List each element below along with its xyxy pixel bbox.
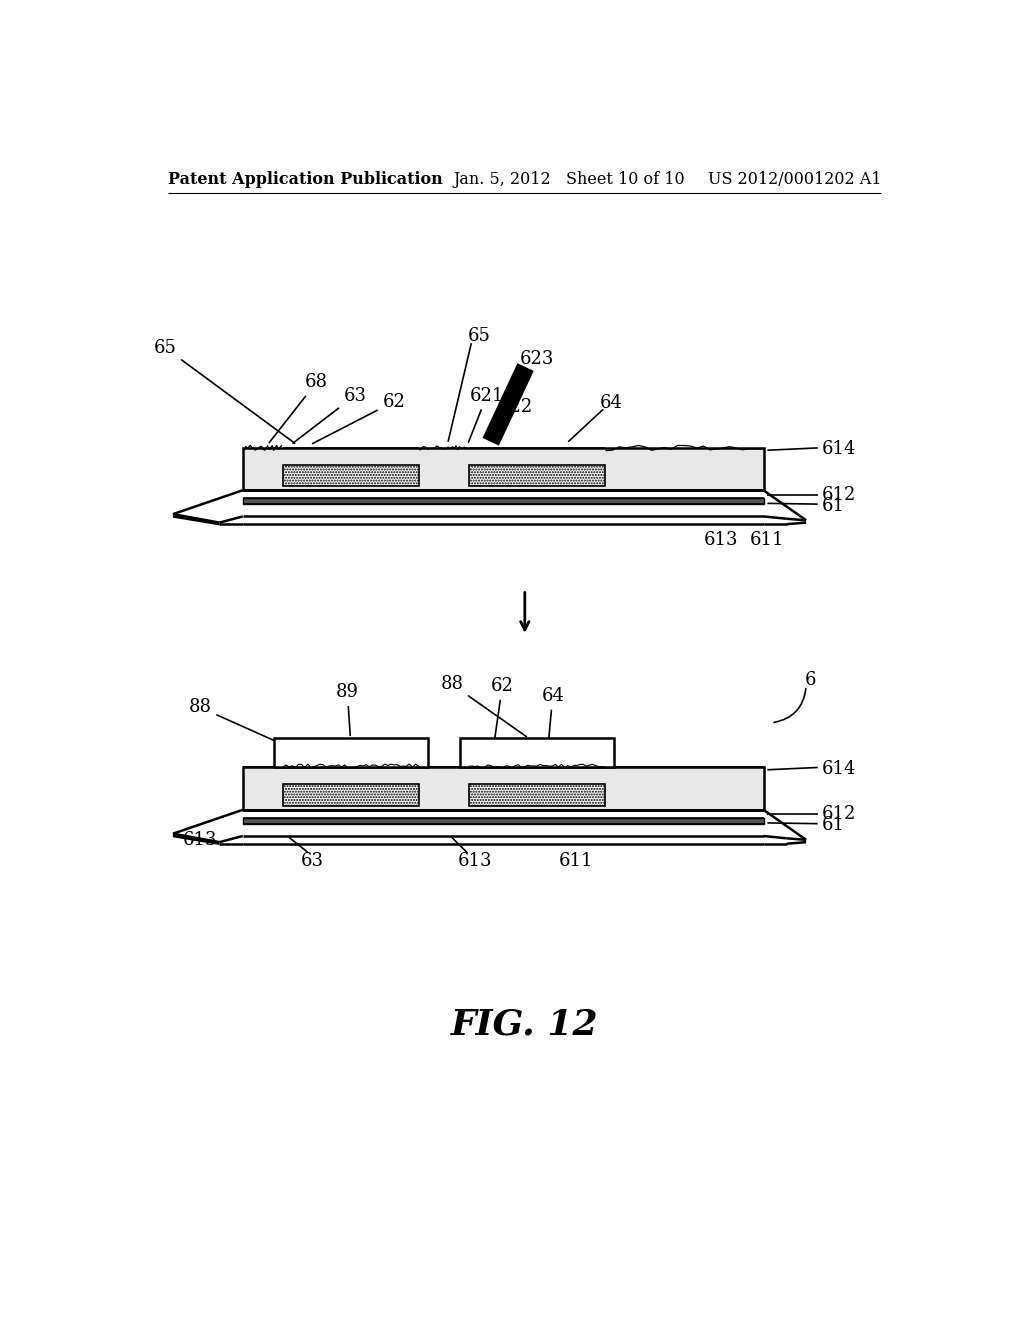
Text: 61: 61: [821, 496, 845, 515]
Text: 64: 64: [599, 395, 623, 412]
Text: 613: 613: [183, 830, 217, 849]
Text: 88: 88: [440, 676, 526, 737]
Text: 88: 88: [188, 698, 275, 741]
Text: Patent Application Publication: Patent Application Publication: [168, 172, 443, 189]
Text: 61: 61: [821, 816, 845, 834]
Bar: [283, 784, 419, 807]
Bar: [243, 447, 764, 490]
Bar: [243, 817, 764, 824]
Bar: [469, 784, 604, 807]
Text: 612: 612: [821, 486, 856, 504]
Text: 65: 65: [154, 339, 295, 444]
Text: 62: 62: [490, 677, 514, 754]
Text: US 2012/0001202 A1: US 2012/0001202 A1: [708, 172, 882, 189]
Text: 612: 612: [821, 805, 856, 824]
Text: 613: 613: [703, 531, 738, 549]
Bar: [243, 767, 764, 810]
Text: 623: 623: [520, 350, 554, 368]
Text: 64: 64: [542, 686, 564, 760]
Bar: [243, 498, 764, 504]
Text: Jan. 5, 2012   Sheet 10 of 10: Jan. 5, 2012 Sheet 10 of 10: [454, 172, 685, 189]
Text: 62: 62: [312, 393, 406, 444]
Text: 6: 6: [804, 672, 816, 689]
Bar: [469, 465, 604, 487]
Bar: [460, 738, 614, 767]
Text: 63: 63: [293, 387, 367, 444]
Bar: [273, 738, 428, 767]
Text: 68: 68: [269, 374, 328, 442]
Text: 611: 611: [751, 531, 784, 549]
Text: 622: 622: [496, 399, 532, 442]
Text: 63: 63: [301, 851, 324, 870]
Text: 614: 614: [821, 441, 856, 458]
Text: 614: 614: [821, 760, 856, 777]
Text: 621: 621: [468, 387, 504, 442]
Bar: [283, 465, 419, 487]
Text: 89: 89: [336, 682, 358, 735]
Text: 611: 611: [559, 851, 593, 870]
Text: FIG. 12: FIG. 12: [451, 1007, 599, 1041]
Text: 65: 65: [468, 327, 490, 346]
Text: 613: 613: [458, 851, 493, 870]
